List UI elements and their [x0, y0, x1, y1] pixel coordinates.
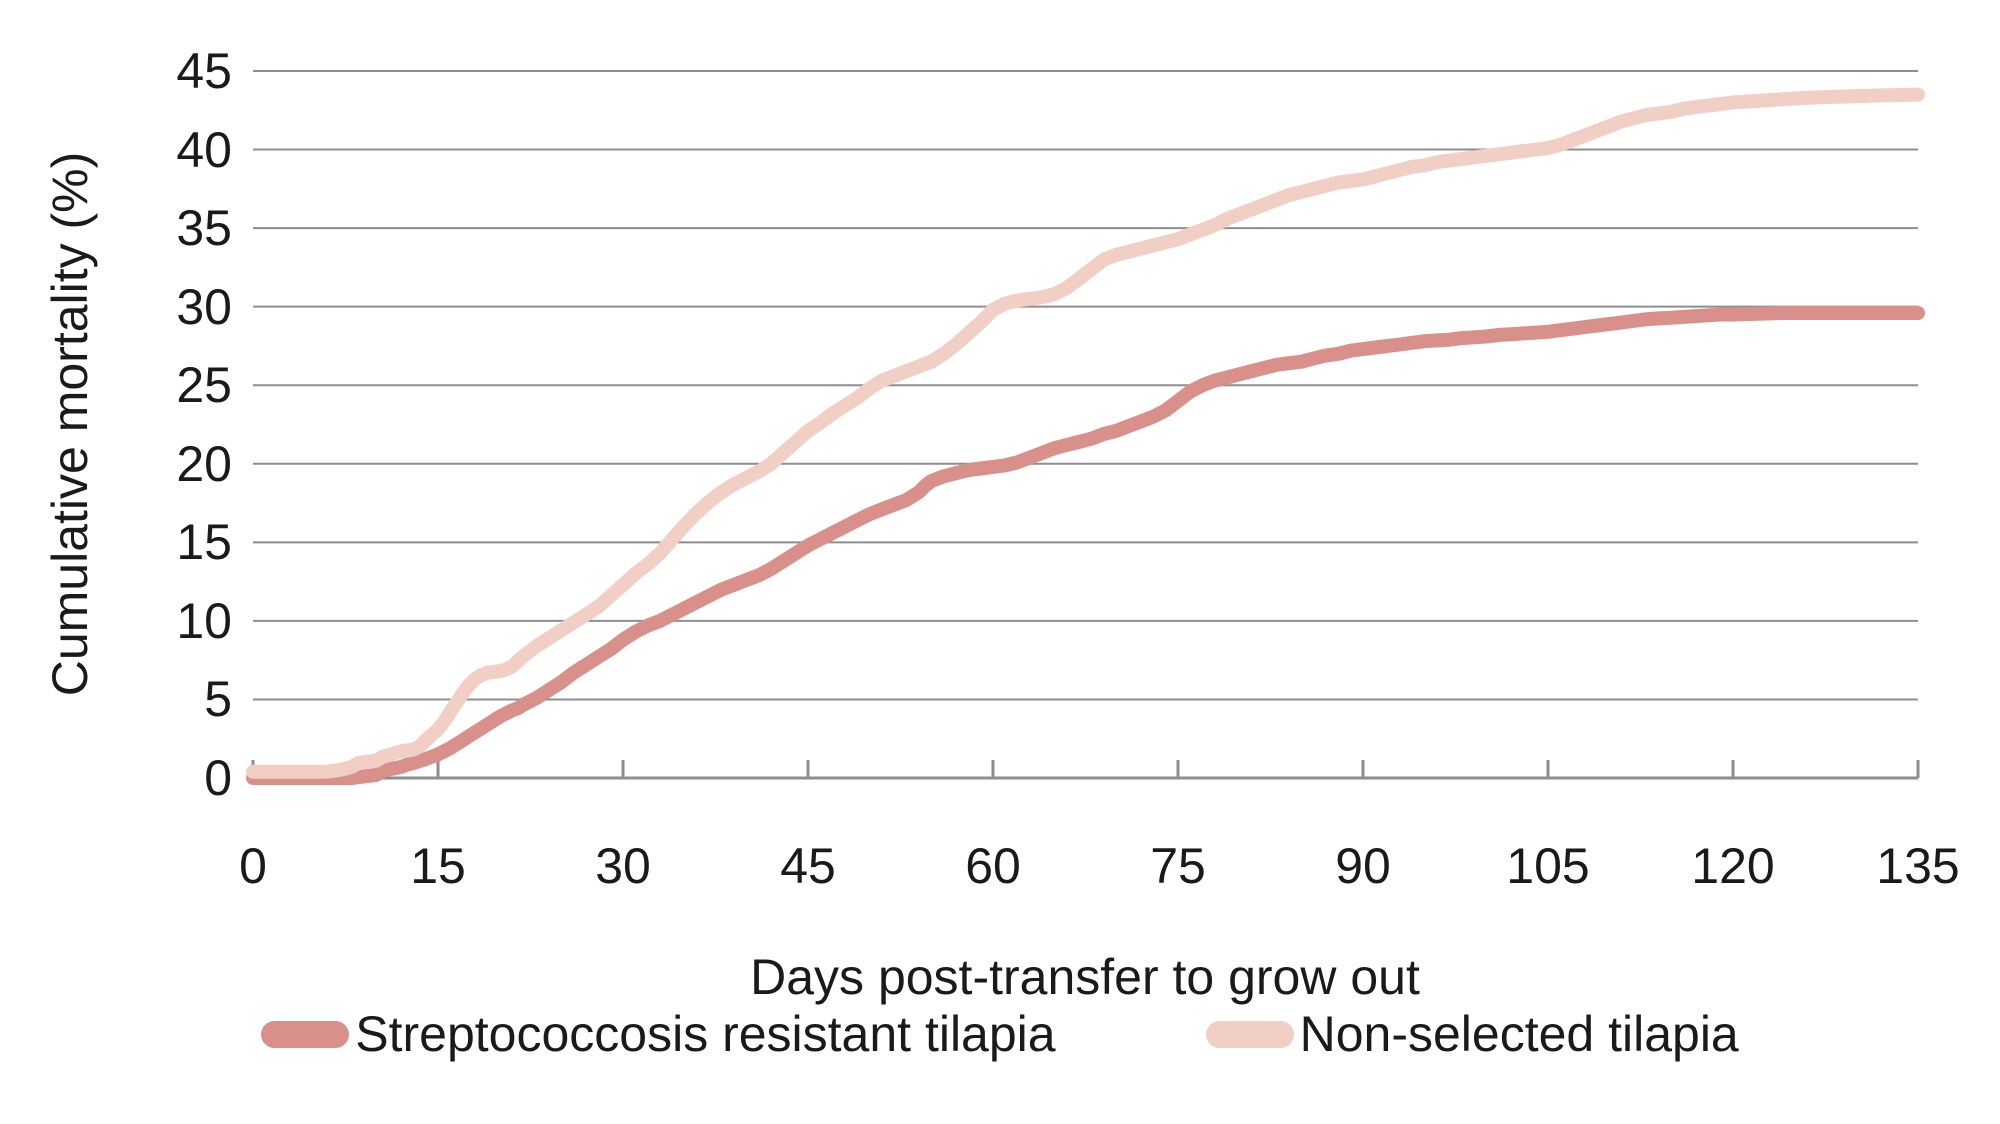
x-tick-label: 90 — [1335, 838, 1391, 894]
series-line-resistant — [246, 306, 1925, 785]
legend-swatch-resistant — [261, 1020, 350, 1048]
x-tick-label: 30 — [595, 838, 651, 894]
y-tick-label: 20 — [176, 435, 232, 492]
y-tick-label: 10 — [176, 592, 232, 649]
legend-label: Non-selected tilapia — [1299, 1006, 1739, 1062]
y-tick-label: 5 — [204, 671, 232, 728]
x-tick-label: 15 — [410, 838, 466, 894]
y-tick-label: 45 — [176, 43, 232, 99]
y-tick-label: 40 — [176, 121, 232, 178]
y-tick-label: 0 — [204, 750, 232, 806]
series-line-non-selected — [246, 87, 1925, 779]
legend-swatch-non-selected — [1205, 1020, 1294, 1048]
y-tick-label: 15 — [176, 514, 232, 571]
y-tick-label: 30 — [176, 278, 232, 335]
legend: Streptococcosis resistant tilapia Non-sel… — [0, 1005, 2000, 1063]
x-tick-label: 60 — [965, 838, 1021, 894]
y-tick-label: 35 — [176, 200, 232, 257]
legend-item: Streptococcosis resistant tilapia — [261, 1005, 1056, 1063]
x-tick-label: 45 — [780, 838, 836, 894]
x-tick-label: 120 — [1691, 838, 1775, 894]
x-tick-label: 75 — [1150, 838, 1206, 894]
legend-item: Non-selected tilapia — [1205, 1005, 1739, 1063]
x-tick-label: 0 — [239, 838, 267, 894]
x-tick-label: 105 — [1506, 838, 1590, 894]
legend-label: Streptococcosis resistant tilapia — [355, 1006, 1056, 1062]
x-axis-title: Days post-transfer to grow out — [750, 949, 1420, 1005]
x-tick-label: 135 — [1876, 838, 1960, 894]
y-axis-title: Cumulative mortality (%) — [42, 151, 98, 697]
y-tick-label: 25 — [176, 357, 232, 414]
